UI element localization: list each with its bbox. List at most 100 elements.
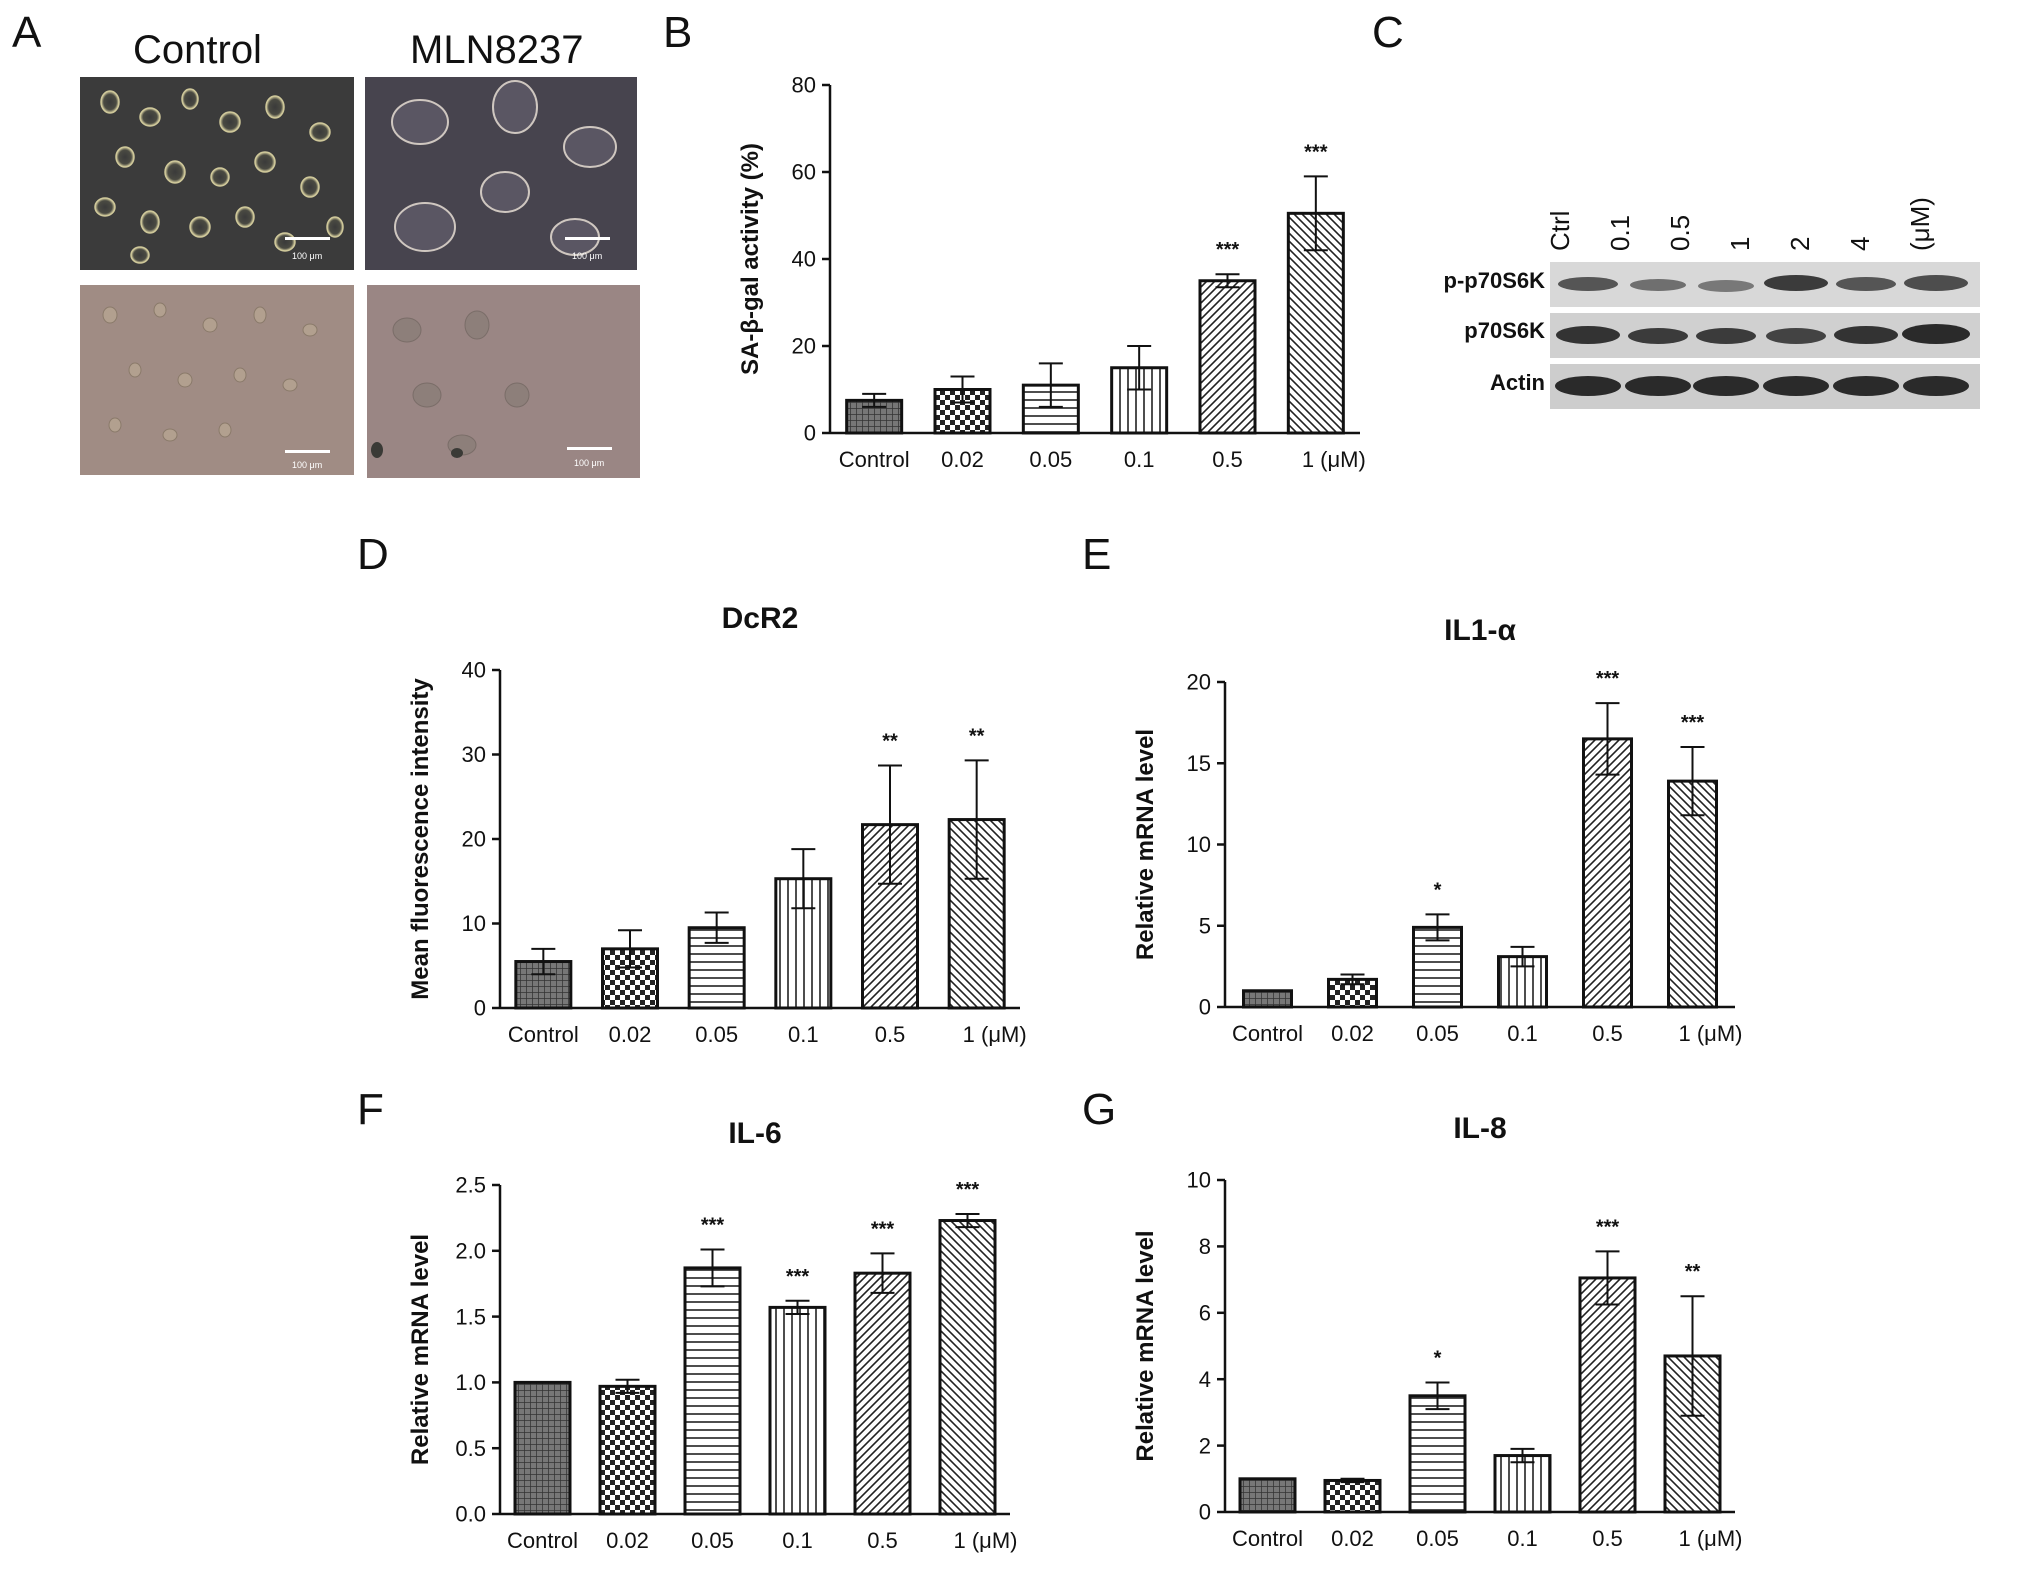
x-tick-label: 0.1 <box>1124 447 1155 472</box>
x-tick-label: 0.05 <box>1416 1526 1459 1551</box>
chart-title: IL1-α <box>1444 614 1516 647</box>
x-tick-label: 0.5 <box>1592 1021 1623 1046</box>
y-tick-label: 0 <box>1199 1500 1211 1525</box>
bar <box>853 1271 912 1516</box>
y-tick-label: 80 <box>792 73 816 98</box>
x-tick-label: 0.05 <box>691 1528 734 1553</box>
significance-label: ** <box>1685 1261 1701 1283</box>
chart-f: IL-6 0.0 0.5 1.0 1.5 2.0 2.5 Relative mRNA leve… <box>407 1117 1018 1553</box>
blot-lane-ctrl: Ctrl <box>1545 210 1575 251</box>
bar <box>1238 1477 1297 1514</box>
x-tick-label: 0.1 <box>788 1022 819 1047</box>
error-bar <box>1510 945 1535 968</box>
y-tick-label: 2 <box>1199 1433 1211 1458</box>
chart-title: IL-6 <box>728 1117 781 1150</box>
y-tick-label: 0.0 <box>455 1502 486 1527</box>
chart-g: IL-8 0 2 4 6 8 10 Relative mRNA level Control 0.0… <box>1132 1112 1743 1551</box>
x-tick-label: 0.02 <box>609 1022 652 1047</box>
panel-b-letter: B <box>663 8 693 57</box>
significance-label: *** <box>786 1266 810 1288</box>
y-tick-label: 20 <box>1187 670 1211 695</box>
y-tick-label: 1.0 <box>455 1370 486 1395</box>
error-bar <box>704 911 729 944</box>
significance-label: *** <box>1216 239 1240 261</box>
x-tick-label: 1 (μM) <box>1302 447 1366 472</box>
x-tick-label: 0.1 <box>1507 1021 1538 1046</box>
x-tick-label: 1 (μM) <box>1678 1021 1742 1046</box>
y-tick-label: 20 <box>792 334 816 359</box>
panel-f-letter: F <box>357 1085 384 1134</box>
blot-lane-labels: Ctrl 0.1 0.5 1 2 4 (μM) <box>1540 180 2031 260</box>
chart-b: 0 20 40 60 80 SA-β-gal activity (%) Control 0.0… <box>737 73 1366 472</box>
y-tick-label: 4 <box>1199 1367 1211 1392</box>
x-tick-label: 0.05 <box>1416 1021 1459 1046</box>
x-tick-label: 0.05 <box>695 1022 738 1047</box>
x-tick-label: 0.5 <box>1212 447 1243 472</box>
y-tick-label: 6 <box>1199 1301 1211 1326</box>
error-bar <box>1303 175 1328 252</box>
y-axis-label: Relative mRNA level <box>1132 729 1159 960</box>
scale-bar-label: 100 μm <box>292 251 322 261</box>
significance-label: *** <box>1681 712 1705 734</box>
error-bar <box>1680 746 1705 817</box>
error-bar <box>618 929 642 969</box>
y-tick-label: 5 <box>1199 913 1211 938</box>
error-bar <box>531 947 556 976</box>
blot-row-p70s6k: p70S6K <box>1464 318 1545 343</box>
panel-a-letter: A <box>12 8 42 57</box>
y-tick-label: 40 <box>462 658 486 683</box>
x-tick-label: 0.5 <box>1592 1526 1623 1551</box>
x-tick-label: Control <box>508 1022 579 1047</box>
x-tick-label: 0.02 <box>1331 1526 1374 1551</box>
y-tick-label: 0 <box>474 996 486 1021</box>
y-tick-label: 2.0 <box>455 1239 486 1264</box>
significance-label: *** <box>956 1179 980 1201</box>
y-axis-label: Relative mRNA level <box>407 1234 434 1465</box>
significance-label: *** <box>701 1214 725 1236</box>
bar <box>1578 1276 1637 1514</box>
error-bar <box>1038 362 1063 408</box>
error-bar <box>1595 1250 1620 1306</box>
x-tick-label: Control <box>839 447 910 472</box>
y-tick-label: 8 <box>1199 1234 1211 1259</box>
error-bar <box>1425 1381 1450 1411</box>
bar <box>768 1305 827 1516</box>
x-tick-label: 1 (μM) <box>953 1528 1017 1553</box>
y-tick-label: 0.5 <box>455 1436 486 1461</box>
x-tick-label: 1 (μM) <box>1678 1526 1742 1551</box>
scale-bar-label: 100 μm <box>574 458 604 468</box>
x-tick-label: Control <box>1232 1021 1303 1046</box>
western-blot <box>1550 262 1980 412</box>
significance-label: ** <box>969 725 985 747</box>
bar <box>1582 737 1633 1009</box>
significance-label: *** <box>1596 668 1620 690</box>
error-bar <box>870 1252 895 1294</box>
error-bar <box>950 375 975 404</box>
bar <box>1242 989 1293 1009</box>
bar <box>938 1219 997 1516</box>
panel-c-letter: C <box>1372 8 1404 57</box>
error-bar <box>615 1378 640 1394</box>
y-axis-label: Mean fluorescence intensity <box>407 678 434 1000</box>
y-tick-label: 20 <box>462 827 486 852</box>
error-bar <box>1127 345 1152 391</box>
blot-unit-label: (μM) <box>1905 197 1935 251</box>
y-axis-label: Relative mRNA level <box>1132 1230 1159 1461</box>
x-tick-label: 0.5 <box>867 1528 898 1553</box>
y-tick-label: 0 <box>1199 995 1211 1020</box>
error-bar <box>1425 913 1450 942</box>
error-bar <box>1340 1477 1365 1484</box>
significance-label: * <box>1434 1348 1442 1370</box>
x-tick-label: 0.5 <box>875 1022 906 1047</box>
micrograph-control-phase: 100 μm <box>80 77 354 270</box>
bar <box>1408 1394 1467 1514</box>
significance-label: *** <box>1304 141 1328 163</box>
y-axis-label: SA-β-gal activity (%) <box>737 143 764 375</box>
error-bar <box>878 764 902 885</box>
blot-lane-1: 1 <box>1725 236 1755 251</box>
chart-title: IL-8 <box>1453 1112 1506 1145</box>
y-tick-label: 2.5 <box>455 1173 486 1198</box>
bar <box>1198 279 1257 435</box>
micrograph-control-sa-beta-gal: 100 μm <box>80 285 354 475</box>
blot-row-actin: Actin <box>1490 370 1545 395</box>
